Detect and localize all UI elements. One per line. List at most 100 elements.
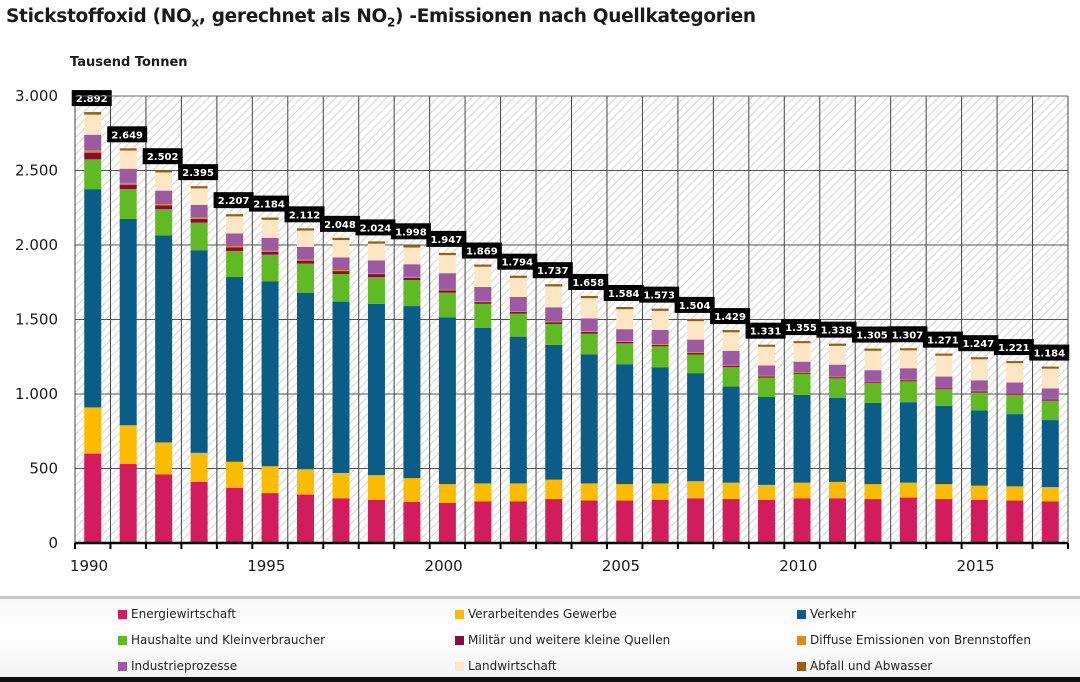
bar-stack-2005 [616, 306, 634, 543]
bar-segment-diffuse-emissionen-von-brennstoffen [84, 150, 102, 153]
y-tick-label: 3.000 [15, 87, 58, 105]
bar-segment-haushalte-und-kleinverbraucher [438, 292, 456, 318]
bar-segment-energiewirtschaft [1041, 501, 1059, 543]
bar-segment-diffuse-emissionen-von-brennstoffen [332, 270, 350, 272]
total-label-box [639, 286, 680, 303]
bar-segment-industrieprozesse [509, 296, 527, 312]
bar-segment-industrieprozesse [332, 257, 350, 271]
bar-segment-verkehr [438, 317, 456, 485]
title-text-1: Stickstoffoxid (NO [6, 6, 192, 27]
bar-segment-militär-und-weitere-kleine-quellen [970, 391, 988, 393]
bar-segment-abfall-und-abwasser [119, 148, 137, 151]
bar-segment-diffuse-emissionen-von-brennstoffen [438, 289, 456, 291]
bar-segment-industrieprozesse [297, 246, 315, 260]
bar-segment-verkehr [580, 354, 598, 484]
bar-segment-industrieprozesse [935, 376, 953, 387]
bar-segment-verarbeitendes-gewerbe [687, 481, 705, 499]
bar-segment-industrieprozesse [545, 307, 563, 322]
bar-segment-verarbeitendes-gewerbe [1041, 487, 1059, 502]
bar-segment-verkehr [899, 402, 917, 483]
bar-segment-verarbeitendes-gewerbe [864, 484, 882, 500]
bar-segment-abfall-und-abwasser [403, 245, 421, 248]
bar-segment-abfall-und-abwasser [545, 284, 563, 287]
bar-segment-verarbeitendes-gewerbe [580, 483, 598, 501]
total-label-box [355, 219, 396, 236]
bar-segment-diffuse-emissionen-von-brennstoffen [261, 250, 279, 252]
bar-segment-militär-und-weitere-kleine-quellen [367, 274, 385, 278]
bar-segment-verarbeitendes-gewerbe [1006, 486, 1024, 501]
bar-segment-landwirtschaft [297, 230, 315, 247]
bar-segment-verarbeitendes-gewerbe [545, 479, 563, 500]
legend-item: Diffuse Emissionen von Brennstoffen [797, 633, 1031, 647]
bar-segment-militär-und-weitere-kleine-quellen [509, 311, 527, 314]
legend: Energiewirtschaft Verarbeitendes Gewerbe V… [0, 596, 1080, 681]
bar-stack-1994 [226, 214, 244, 543]
total-label-1994: 2.207 [213, 192, 254, 209]
bar-segment-haushalte-und-kleinverbraucher [580, 333, 598, 355]
legend-item: Militär und weitere kleine Quellen [455, 633, 670, 647]
total-label-text: 2.207 [218, 196, 250, 207]
total-label-text: 2.184 [253, 200, 285, 211]
total-label-1991: 2.649 [107, 126, 148, 143]
bar-segment-abfall-und-abwasser [758, 344, 776, 347]
bar-segment-verkehr [687, 373, 705, 482]
total-label-box [603, 284, 644, 301]
bar-segment-haushalte-und-kleinverbraucher [226, 250, 244, 278]
bar-segment-abfall-und-abwasser [509, 275, 527, 278]
legend-label: Landwirtschaft [468, 659, 557, 673]
total-label-box [284, 206, 325, 223]
bar-segment-verkehr [616, 364, 634, 485]
bar-segment-haushalte-und-kleinverbraucher [403, 280, 421, 307]
total-label-2006: 1.573 [639, 286, 680, 303]
bar-stack-1990 [84, 112, 102, 543]
total-label-box [178, 164, 219, 181]
bar-segment-verkehr [119, 218, 137, 426]
total-label-1990: 2.892 [71, 90, 112, 107]
bar-segment-verkehr [261, 281, 279, 467]
bar-segment-diffuse-emissionen-von-brennstoffen [935, 386, 953, 388]
total-label-box [426, 230, 467, 247]
legend-swatch [797, 635, 806, 645]
total-label-2014: 1.271 [922, 331, 963, 348]
bar-segment-abfall-und-abwasser [438, 252, 456, 256]
total-label-text: 2.112 [289, 210, 321, 221]
legend-swatch [455, 661, 464, 671]
bar-segment-diffuse-emissionen-von-brennstoffen [899, 379, 917, 381]
bar-segment-industrieprozesse [190, 204, 208, 218]
bar-segment-militär-und-weitere-kleine-quellen [438, 290, 456, 293]
bar-segment-diffuse-emissionen-von-brennstoffen [864, 381, 882, 382]
bar-segment-militär-und-weitere-kleine-quellen [297, 260, 315, 264]
total-label-2009: 1.331 [745, 322, 786, 339]
legend-swatch [797, 609, 806, 619]
bar-segment-diffuse-emissionen-von-brennstoffen [687, 352, 705, 354]
bar-segment-haushalte-und-kleinverbraucher [651, 346, 669, 368]
bar-segment-verarbeitendes-gewerbe [261, 466, 279, 494]
total-label-box [887, 326, 928, 343]
bar-segment-abfall-und-abwasser [651, 308, 669, 311]
bar-segment-abfall-und-abwasser [84, 112, 102, 115]
legend-item: Landwirtschaft [455, 659, 557, 673]
bar-segment-abfall-und-abwasser [616, 306, 634, 310]
bar-segment-abfall-und-abwasser [367, 241, 385, 244]
bar-segment-verarbeitendes-gewerbe [155, 442, 173, 475]
bar-segment-landwirtschaft [899, 350, 917, 369]
bar-segment-diffuse-emissionen-von-brennstoffen [828, 376, 846, 378]
bar-segment-energiewirtschaft [651, 499, 669, 543]
bar-segment-verarbeitendes-gewerbe [758, 484, 776, 500]
bar-segment-militär-und-weitere-kleine-quellen [474, 302, 492, 304]
total-label-text: 2.502 [147, 152, 179, 163]
bar-stack-2008 [722, 330, 740, 543]
bar-segment-industrieprozesse [367, 260, 385, 274]
total-label-1992: 2.502 [142, 148, 183, 165]
bar-segment-verkehr [722, 386, 740, 483]
bar-segment-militär-und-weitere-kleine-quellen [1006, 393, 1024, 395]
bar-segment-industrieprozesse [758, 365, 776, 376]
total-label-2016: 1.221 [993, 339, 1034, 356]
total-label-box [249, 195, 290, 212]
bar-segment-diffuse-emissionen-von-brennstoffen [651, 344, 669, 345]
bar-segment-haushalte-und-kleinverbraucher [474, 303, 492, 328]
bar-segment-landwirtschaft [155, 172, 173, 191]
bar-segment-industrieprozesse [580, 318, 598, 332]
bar-segment-militär-und-weitere-kleine-quellen [1041, 399, 1059, 401]
total-label-text: 1.271 [927, 336, 959, 347]
